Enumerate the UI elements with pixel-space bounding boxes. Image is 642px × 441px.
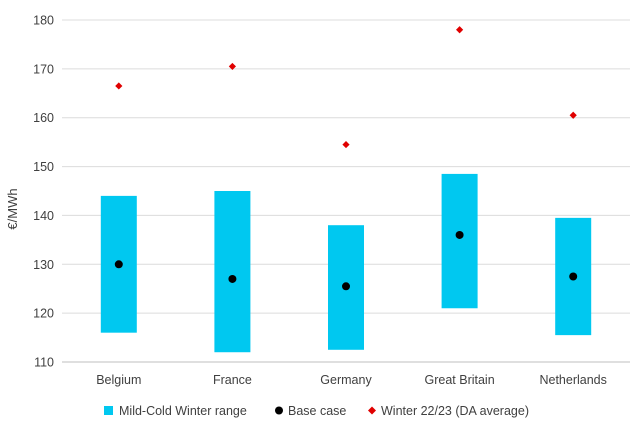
base-case-dot xyxy=(228,275,236,283)
y-tick-label: 140 xyxy=(33,209,54,223)
legend-label-range: Mild-Cold Winter range xyxy=(119,404,247,418)
y-axis-title: €/MWh xyxy=(5,188,20,229)
winter-diamond xyxy=(456,26,463,33)
y-tick-label: 150 xyxy=(33,160,54,174)
y-axis-ticks: 110 120 130 140 150 160 170 180 xyxy=(33,14,54,370)
x-axis-categories: Belgium France Germany Great Britain Netherl… xyxy=(96,373,607,387)
legend: Mild-Cold Winter range Base case Winter 22… xyxy=(104,404,529,418)
base-case-dot xyxy=(342,282,350,290)
x-category-label: Belgium xyxy=(96,373,141,387)
chart: 110 120 130 140 150 160 170 180 €/MWh Belgium Fr… xyxy=(0,0,642,441)
x-category-label: Germany xyxy=(320,373,372,387)
y-tick-label: 180 xyxy=(33,14,54,28)
chart-svg: 110 120 130 140 150 160 170 180 €/MWh Belgium Fr… xyxy=(0,0,642,441)
legend-label-winter: Winter 22/23 (DA average) xyxy=(381,404,529,418)
winter-diamond xyxy=(115,82,122,89)
x-category-label: France xyxy=(213,373,252,387)
y-tick-label: 110 xyxy=(34,356,54,370)
base-case-dot xyxy=(569,273,577,281)
legend-swatch-range xyxy=(104,406,113,415)
range-bars xyxy=(101,174,591,352)
legend-swatch-winter xyxy=(368,407,376,415)
x-category-label: Netherlands xyxy=(539,373,606,387)
y-tick-label: 160 xyxy=(33,111,54,125)
y-tick-label: 120 xyxy=(33,307,54,321)
legend-swatch-base xyxy=(275,407,283,415)
base-case-dot xyxy=(115,260,123,268)
y-tick-label: 170 xyxy=(33,62,54,76)
range-bar xyxy=(442,174,478,308)
range-bar xyxy=(214,191,250,352)
legend-label-base: Base case xyxy=(288,404,346,418)
winter-diamonds xyxy=(115,26,577,148)
winter-diamond xyxy=(342,141,349,148)
y-tick-label: 130 xyxy=(33,258,54,272)
x-category-label: Great Britain xyxy=(425,373,495,387)
base-case-dot xyxy=(456,231,464,239)
